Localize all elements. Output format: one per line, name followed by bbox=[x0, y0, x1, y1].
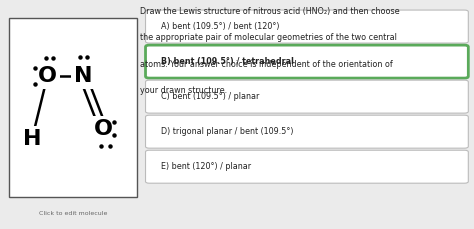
Text: O: O bbox=[38, 66, 57, 86]
FancyBboxPatch shape bbox=[146, 115, 468, 148]
Text: D) trigonal planar / bent (109.5°): D) trigonal planar / bent (109.5°) bbox=[161, 127, 294, 136]
Text: Draw the Lewis structure of nitrous acid (HNO₂) and then choose: Draw the Lewis structure of nitrous acid… bbox=[140, 7, 400, 16]
Text: N: N bbox=[73, 66, 92, 86]
Text: B) bent (109.5°) / tetrahedral: B) bent (109.5°) / tetrahedral bbox=[161, 57, 294, 66]
Text: E) bent (120°) / planar: E) bent (120°) / planar bbox=[161, 162, 251, 171]
Text: your drawn structure.: your drawn structure. bbox=[140, 86, 227, 95]
FancyBboxPatch shape bbox=[146, 150, 468, 183]
Text: atoms. Your answer choice is independent of the orientation of: atoms. Your answer choice is independent… bbox=[140, 60, 392, 68]
FancyBboxPatch shape bbox=[146, 80, 468, 113]
Text: Click to edit molecule: Click to edit molecule bbox=[39, 211, 108, 216]
FancyBboxPatch shape bbox=[146, 10, 468, 43]
Text: C) bent (109.5°) / planar: C) bent (109.5°) / planar bbox=[161, 92, 260, 101]
Text: O: O bbox=[93, 119, 113, 139]
FancyBboxPatch shape bbox=[146, 45, 468, 78]
Bar bbox=[9, 18, 137, 197]
Text: A) bent (109.5°) / bent (120°): A) bent (109.5°) / bent (120°) bbox=[161, 22, 280, 31]
Text: the appropriate pair of molecular geometries of the two central: the appropriate pair of molecular geomet… bbox=[140, 33, 397, 42]
Text: H: H bbox=[23, 129, 41, 149]
